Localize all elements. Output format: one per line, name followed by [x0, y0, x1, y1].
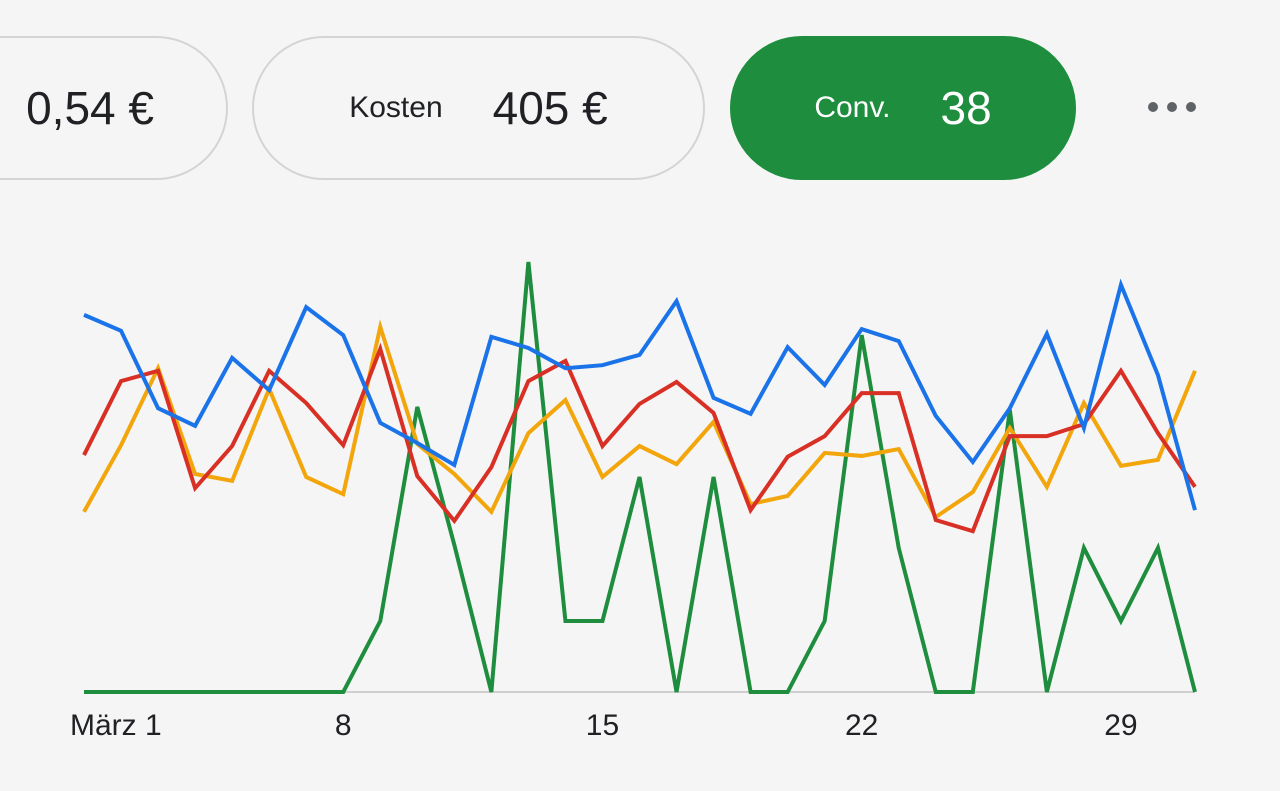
x-tick-label: März 1: [70, 709, 162, 742]
x-tick-label: 22: [845, 709, 878, 742]
metric-value: 0,54 €: [26, 82, 154, 134]
x-tick-label: 29: [1104, 709, 1137, 742]
metric-value: 405 €: [492, 82, 608, 134]
x-tick-label: 15: [586, 709, 619, 742]
x-tick-label: 8: [335, 709, 352, 742]
metric-label: Conv.: [814, 91, 891, 124]
series-line: [82, 342, 1197, 534]
metric-label: Kosten: [349, 91, 443, 124]
dot: [1167, 102, 1177, 112]
more-button[interactable]: [1148, 102, 1196, 112]
metric-value: 38: [940, 82, 992, 134]
series-line: [84, 261, 1197, 694]
series-line: [83, 278, 1197, 511]
metric-pill[interactable]: 0,54 €: [0, 36, 228, 180]
metric-pill[interactable]: Kosten 405 €: [252, 36, 705, 180]
metric-pill[interactable]: Conv. 38: [730, 36, 1076, 180]
dot: [1186, 102, 1196, 112]
dot: [1148, 102, 1158, 112]
